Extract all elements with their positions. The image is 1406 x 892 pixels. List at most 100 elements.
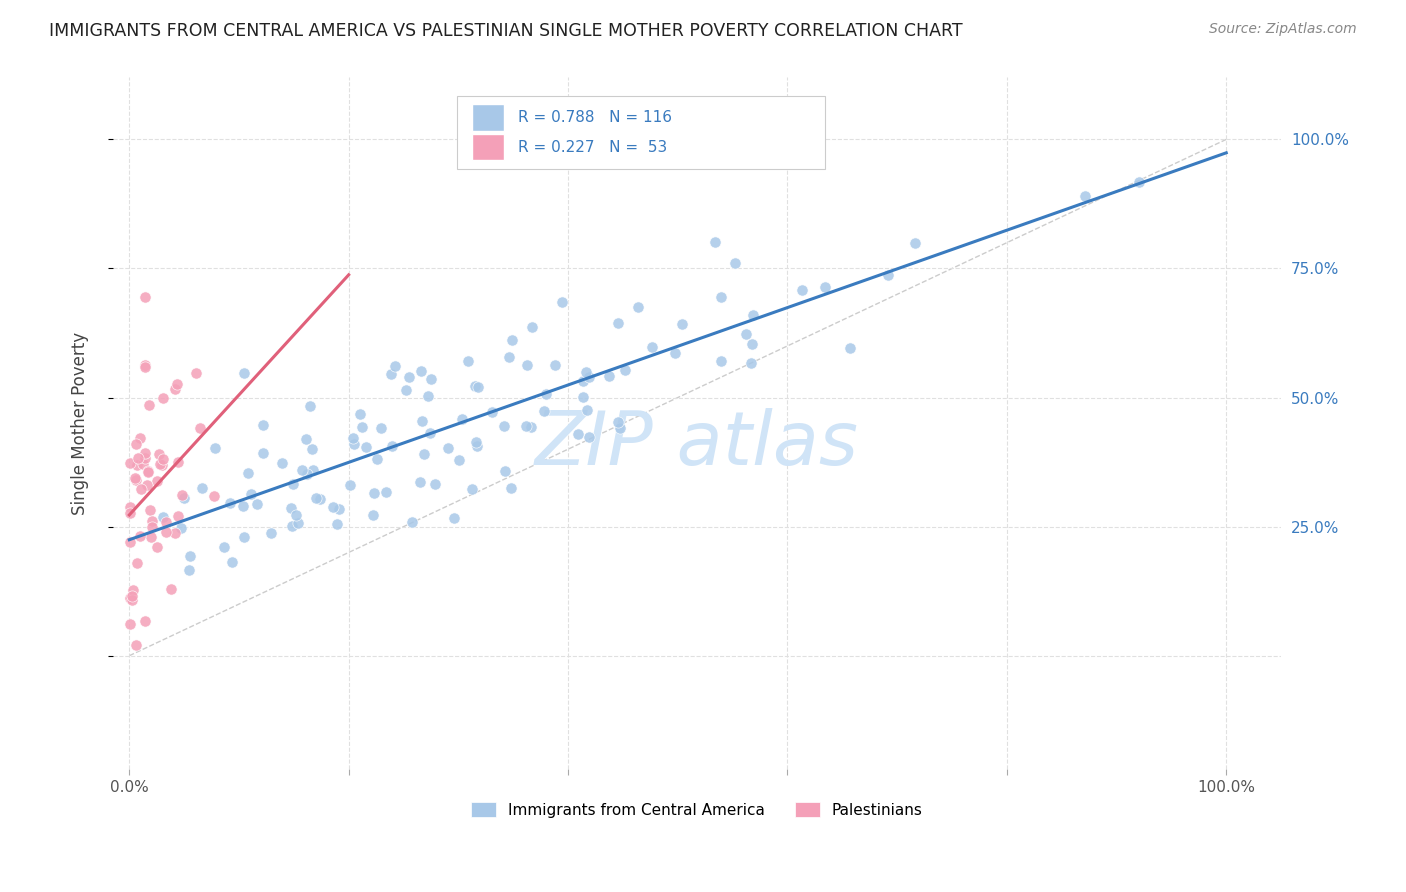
Point <box>627 300 650 314</box>
Point <box>186 366 208 380</box>
Point <box>163 525 186 540</box>
Point <box>239 487 262 501</box>
Point <box>141 520 163 534</box>
Point <box>252 418 274 433</box>
Point <box>214 540 236 554</box>
Point <box>281 519 304 533</box>
Point <box>606 316 628 330</box>
Point <box>121 593 143 607</box>
Point <box>349 407 371 421</box>
Point <box>904 235 927 250</box>
Point <box>322 500 344 515</box>
Point <box>172 488 194 502</box>
Text: Source: ZipAtlas.com: Source: ZipAtlas.com <box>1209 22 1357 37</box>
Point <box>375 485 398 500</box>
Point <box>394 383 416 397</box>
Point <box>134 614 156 628</box>
Point <box>148 446 170 460</box>
Point <box>121 590 143 604</box>
Point <box>578 430 600 444</box>
Point <box>494 419 516 434</box>
Point <box>173 491 195 505</box>
Point <box>232 499 254 513</box>
Text: R = 0.788   N = 116: R = 0.788 N = 116 <box>519 110 672 125</box>
Point <box>118 616 141 631</box>
Point <box>218 496 240 510</box>
Point <box>155 524 177 539</box>
Point <box>118 456 141 470</box>
Point <box>160 582 183 597</box>
Point <box>146 541 169 555</box>
Point <box>302 463 325 477</box>
Point <box>572 391 595 405</box>
Point <box>233 531 256 545</box>
FancyBboxPatch shape <box>471 134 505 161</box>
Point <box>550 295 572 310</box>
Point <box>246 497 269 511</box>
Point <box>149 457 172 471</box>
Point <box>350 420 373 434</box>
Point <box>1074 189 1097 203</box>
Point <box>343 437 366 451</box>
Point <box>724 256 747 270</box>
Point <box>544 358 567 372</box>
Point <box>533 404 555 418</box>
Point <box>170 520 193 534</box>
Point <box>515 418 537 433</box>
Point <box>150 458 173 473</box>
Point <box>120 506 142 520</box>
Point <box>165 382 187 396</box>
Point <box>363 486 385 500</box>
Point <box>127 556 149 570</box>
Point <box>287 516 309 530</box>
Text: IMMIGRANTS FROM CENTRAL AMERICA VS PALESTINIAN SINGLE MOTHER POVERTY CORRELATION: IMMIGRANTS FROM CENTRAL AMERICA VS PALES… <box>49 22 963 40</box>
Point <box>1128 175 1150 189</box>
Point <box>127 458 149 473</box>
Point <box>125 639 148 653</box>
Point <box>814 279 837 293</box>
Point <box>641 340 664 354</box>
Point <box>299 399 322 413</box>
Point <box>735 327 758 342</box>
Point <box>135 478 157 492</box>
Point <box>166 377 188 392</box>
Point <box>301 442 323 457</box>
Point <box>238 466 260 480</box>
Point <box>741 337 763 351</box>
Text: R = 0.227   N =  53: R = 0.227 N = 53 <box>519 140 668 155</box>
Point <box>409 364 432 378</box>
Point <box>461 482 484 496</box>
Point <box>139 502 162 516</box>
Point <box>366 452 388 467</box>
Point <box>125 473 148 487</box>
Point <box>134 360 156 375</box>
Point <box>280 500 302 515</box>
Point <box>134 446 156 460</box>
Point <box>129 431 152 445</box>
Point <box>457 354 479 368</box>
Point <box>139 530 162 544</box>
Point <box>191 481 214 495</box>
Point <box>398 370 420 384</box>
Point <box>146 474 169 488</box>
Point <box>305 491 328 505</box>
Point <box>361 508 384 523</box>
Point <box>370 421 392 435</box>
Point <box>381 439 404 453</box>
Point <box>401 516 423 530</box>
Point <box>128 529 150 543</box>
Point <box>614 363 637 377</box>
Point <box>598 369 620 384</box>
Point <box>202 489 225 503</box>
Point <box>136 465 159 479</box>
Point <box>710 289 733 303</box>
Point <box>188 421 211 435</box>
Point <box>118 591 141 605</box>
Point <box>233 366 256 380</box>
Point <box>326 516 349 531</box>
Point <box>877 268 900 282</box>
Point <box>179 549 201 563</box>
Point <box>342 431 364 445</box>
Point <box>380 367 402 381</box>
Point <box>703 235 725 249</box>
